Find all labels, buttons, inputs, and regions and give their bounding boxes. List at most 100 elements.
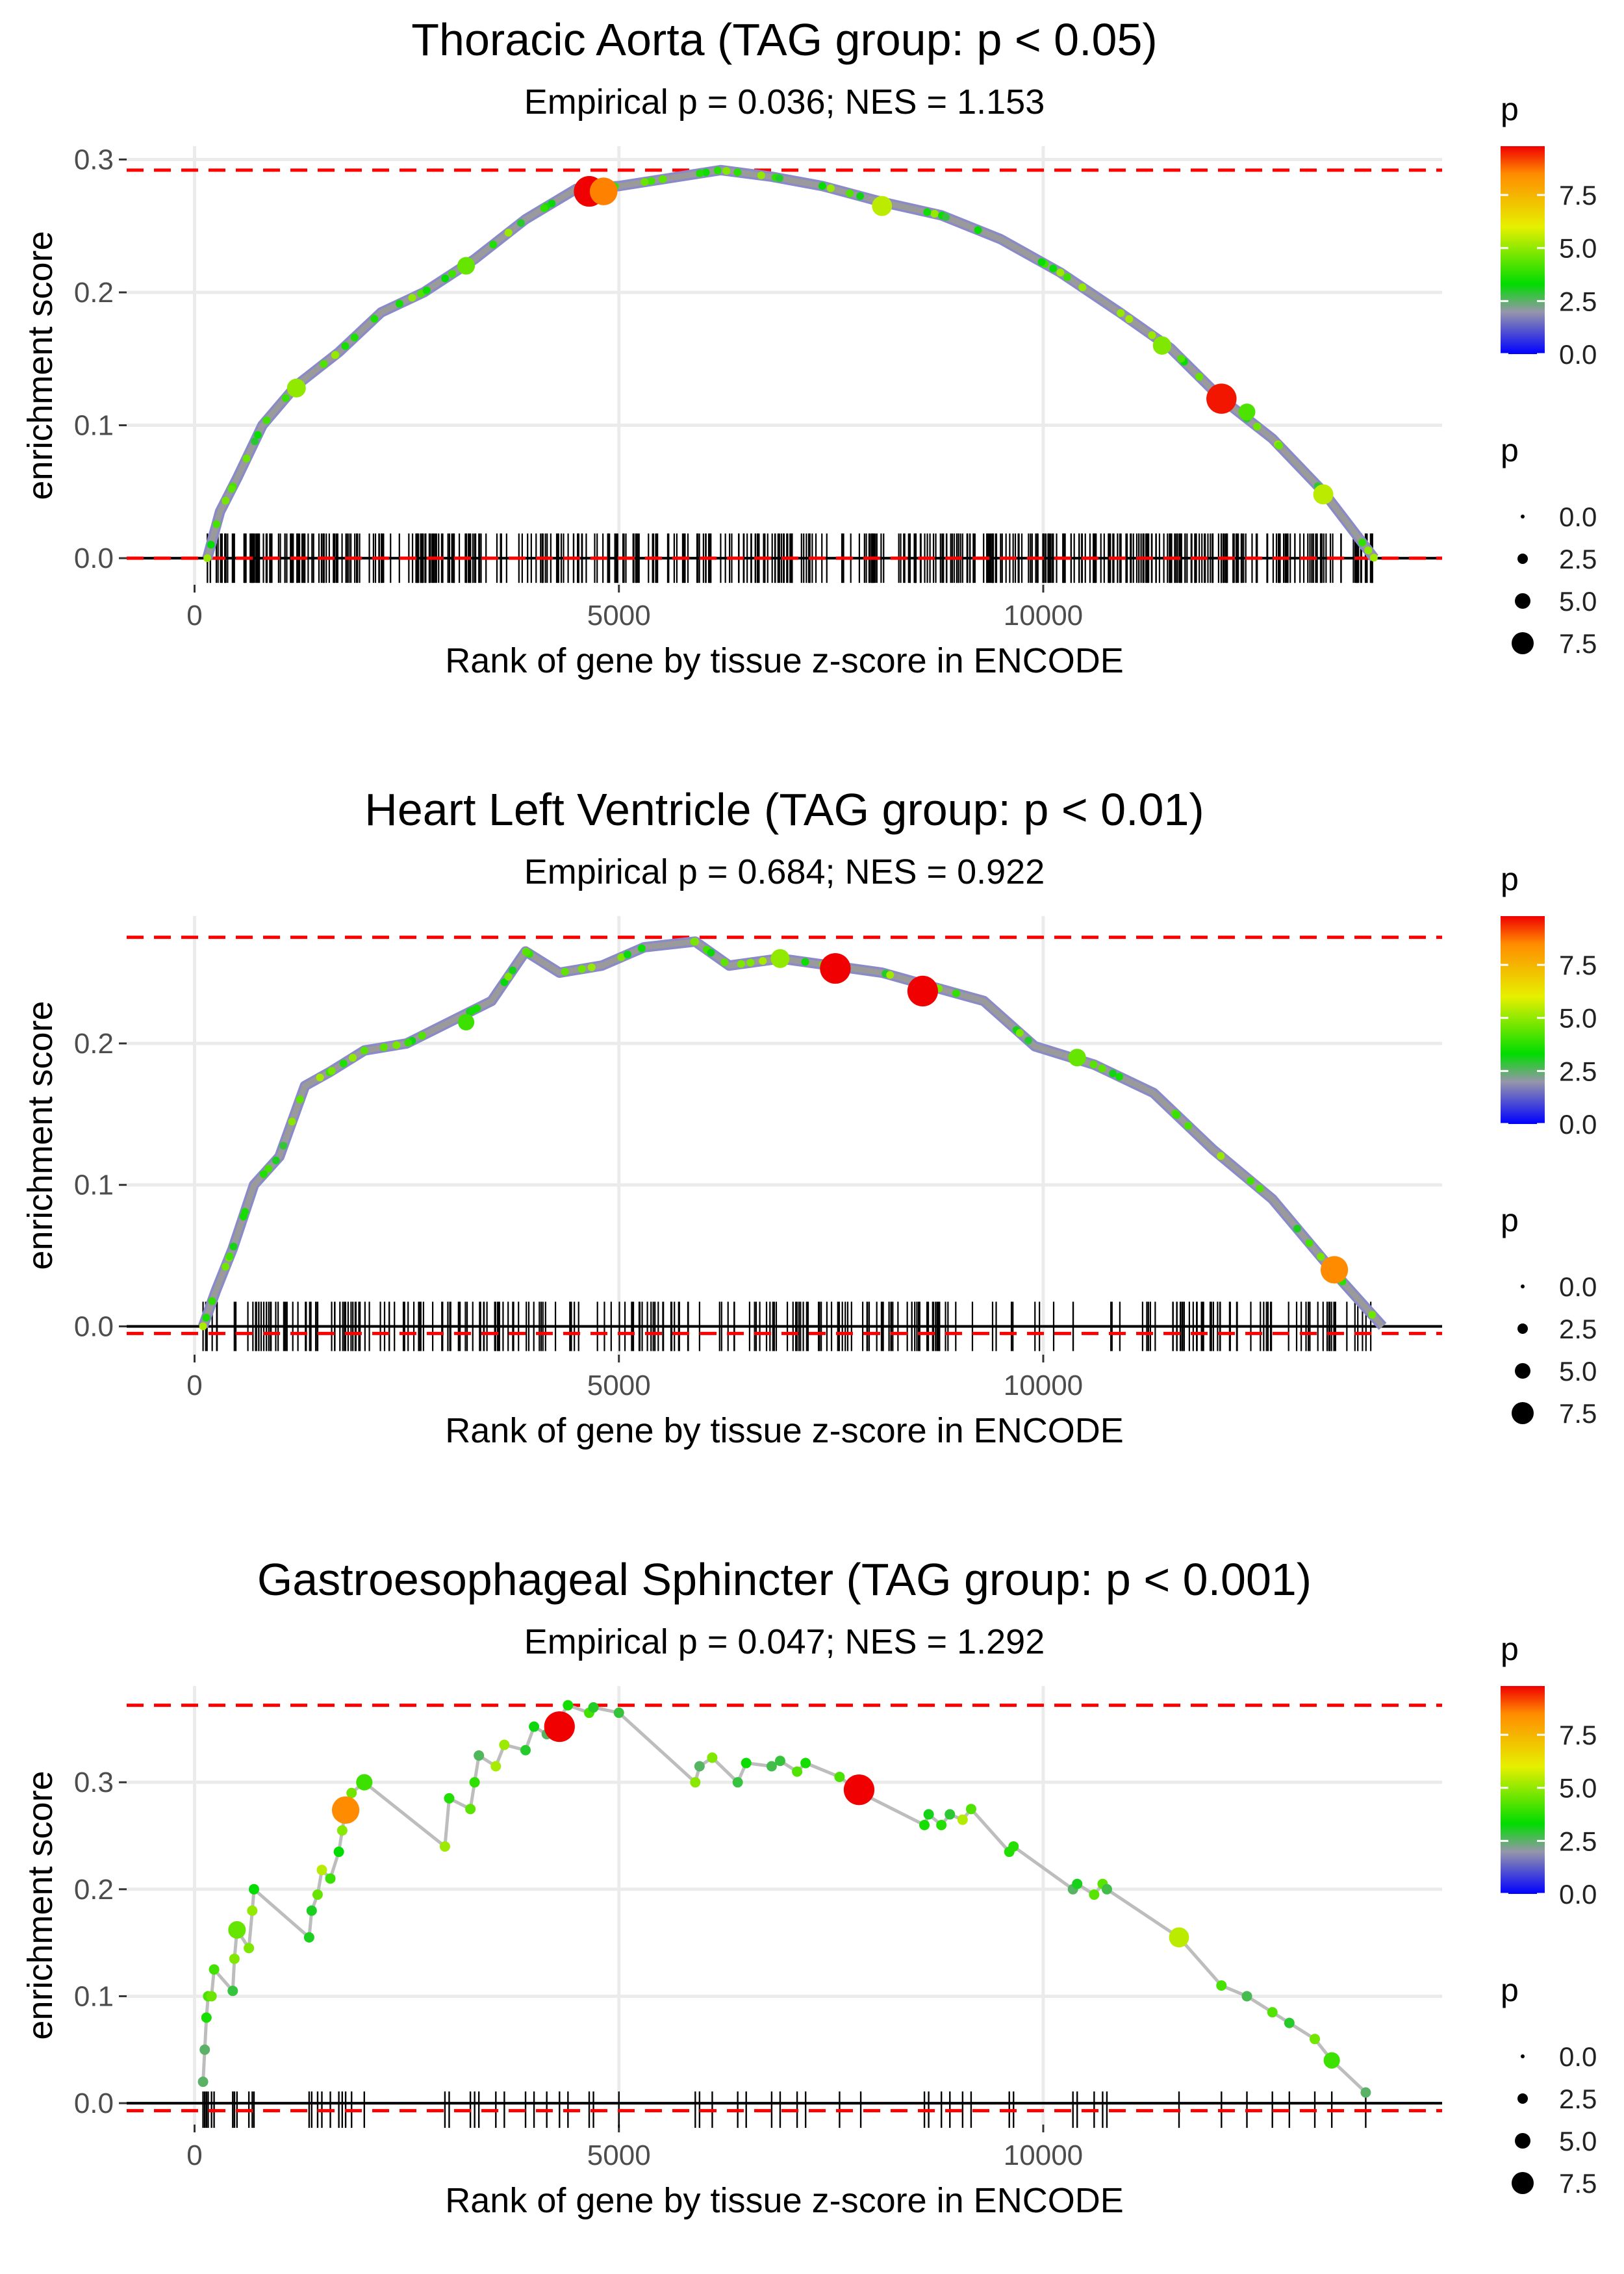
es-curve-shadow — [202, 164, 1378, 561]
x-axis-label: Rank of gene by tissue z-score in ENCODE — [445, 2181, 1123, 2220]
gene-point — [422, 287, 431, 295]
colorbar-label: 7.5 — [1559, 180, 1597, 211]
gene-point — [746, 958, 755, 967]
gene-point — [522, 948, 531, 956]
gene-point — [206, 1991, 217, 2002]
gene-point — [320, 360, 328, 368]
gene-point — [641, 178, 649, 186]
gene-point — [1275, 441, 1283, 450]
highlight-point — [770, 949, 790, 968]
highlight-point — [1313, 484, 1334, 505]
es-curve — [204, 167, 1377, 560]
x-axis-label: Rank of gene by tissue z-score in ENCODE — [445, 1411, 1123, 1450]
chart-subtitle: Empirical p = 0.047; NES = 1.292 — [524, 1622, 1045, 1661]
gene-point — [360, 1046, 368, 1054]
highlight-point — [1206, 383, 1237, 414]
colorbar — [1501, 916, 1545, 1124]
gene-point — [306, 1905, 317, 1916]
gene-point — [516, 219, 525, 227]
gene-point — [774, 1756, 785, 1767]
gene-point — [1305, 1239, 1313, 1247]
highlight-point — [1320, 1256, 1349, 1284]
gene-point — [441, 274, 450, 283]
gene-point — [229, 1242, 238, 1251]
highlight-point — [872, 196, 893, 216]
gene-point — [923, 1809, 934, 1820]
size-legend-dot — [1521, 1284, 1525, 1288]
gene-point — [201, 2012, 212, 2023]
gene-point — [336, 1825, 348, 1836]
gene-point — [244, 1943, 255, 1954]
gene-point — [1089, 1889, 1100, 1900]
gene-point — [469, 1777, 480, 1788]
y-axis-label: enrichment score — [21, 1001, 60, 1270]
highlight-point — [1323, 2052, 1340, 2069]
gene-point — [792, 1766, 803, 1777]
x-tick-label: 5000 — [587, 2140, 651, 2171]
gene-point — [834, 1771, 845, 1782]
gene-point — [1024, 1036, 1033, 1045]
gene-point — [942, 213, 950, 222]
gene-point — [587, 963, 596, 971]
gene-point — [1364, 546, 1373, 555]
gene-point — [1015, 1028, 1024, 1037]
gene-point — [1108, 1069, 1117, 1078]
gene-point — [563, 1700, 574, 1711]
size-legend-dot — [1512, 2172, 1534, 2194]
gene-point — [1216, 1980, 1227, 1991]
gene-point — [1247, 1177, 1255, 1185]
gene-point — [757, 171, 765, 179]
gene-point — [529, 1721, 540, 1732]
gene-point — [930, 210, 939, 218]
highlight-point — [228, 1921, 246, 1939]
gene-point — [1195, 372, 1204, 381]
x-tick-label: 0 — [186, 1370, 202, 1401]
gene-point — [800, 1757, 811, 1769]
size-legend-dot — [1515, 2133, 1530, 2149]
gene-point — [1063, 273, 1071, 281]
gene-point — [737, 960, 745, 968]
gene-point — [264, 1164, 273, 1173]
gene-point — [253, 431, 262, 439]
gene-point — [722, 166, 731, 175]
gene-point — [647, 177, 655, 185]
colorbar-label: 2.5 — [1559, 286, 1597, 316]
gene-point — [474, 1750, 485, 1761]
gene-point — [1217, 1152, 1225, 1160]
highlight-point — [820, 952, 851, 984]
gene-point — [499, 1739, 510, 1750]
chart-subtitle: Empirical p = 0.684; NES = 0.922 — [524, 852, 1045, 891]
x-tick-label: 5000 — [587, 600, 651, 632]
colorbar-label: 0.0 — [1559, 1879, 1597, 1910]
y-tick-label: 0.3 — [74, 1767, 114, 1798]
gene-point — [1125, 315, 1134, 324]
gene-point — [208, 1297, 216, 1305]
size-legend-label: 2.5 — [1559, 2084, 1597, 2114]
gene-point — [713, 166, 722, 175]
gene-point — [439, 1841, 450, 1852]
colorbar — [1501, 146, 1545, 354]
gene-point — [1173, 1111, 1181, 1119]
size-legend-title: p — [1501, 1972, 1519, 2008]
gene-point — [333, 1846, 344, 1858]
gene-point — [613, 1707, 624, 1718]
size-legend-label: 0.0 — [1559, 2041, 1597, 2072]
gene-point — [1117, 309, 1125, 317]
gene-point — [1284, 2017, 1295, 2028]
highlight-point — [1068, 1049, 1086, 1067]
highlight-point — [356, 1774, 373, 1791]
gene-point — [408, 294, 416, 302]
chart-title: Thoracic Aorta (TAG group: p < 0.05) — [411, 14, 1157, 65]
colorbar-label: 0.0 — [1559, 339, 1597, 370]
gene-point — [974, 226, 982, 235]
gene-point — [247, 1905, 258, 1916]
size-legend-dot — [1521, 2054, 1525, 2058]
gene-point — [741, 1757, 752, 1769]
highlight-point — [1152, 336, 1171, 355]
y-tick-label: 0.1 — [74, 410, 114, 442]
size-legend-dot — [1512, 632, 1534, 654]
gene-point — [227, 1986, 238, 1997]
gene-point — [316, 1073, 324, 1082]
gene-point — [197, 2076, 209, 2088]
highlight-point — [843, 1774, 875, 1806]
